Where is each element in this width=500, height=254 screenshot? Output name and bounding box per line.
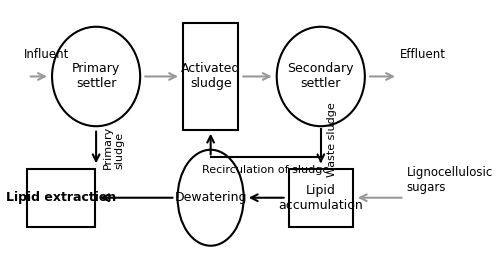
Bar bbox=[289, 169, 352, 227]
Text: Primary
settler: Primary settler bbox=[72, 62, 120, 90]
Text: Primary
sludge: Primary sludge bbox=[102, 126, 124, 169]
Bar bbox=[183, 23, 238, 130]
Text: Lignocellulosic
sugars: Lignocellulosic sugars bbox=[406, 166, 493, 194]
Ellipse shape bbox=[52, 27, 140, 126]
Text: Lipid
accumulation: Lipid accumulation bbox=[278, 184, 363, 212]
Text: Waste sludge: Waste sludge bbox=[328, 103, 338, 177]
Text: Dewatering: Dewatering bbox=[174, 191, 247, 204]
Text: Lipid extraction: Lipid extraction bbox=[6, 191, 116, 204]
Ellipse shape bbox=[178, 150, 244, 246]
Text: Effluent: Effluent bbox=[400, 48, 446, 61]
Text: Recirculation of sludge: Recirculation of sludge bbox=[202, 165, 330, 175]
Text: Influent: Influent bbox=[24, 48, 69, 61]
Ellipse shape bbox=[276, 27, 365, 126]
Text: Secondary
settler: Secondary settler bbox=[288, 62, 354, 90]
Text: Activated
sludge: Activated sludge bbox=[181, 62, 240, 90]
Bar bbox=[26, 169, 95, 227]
